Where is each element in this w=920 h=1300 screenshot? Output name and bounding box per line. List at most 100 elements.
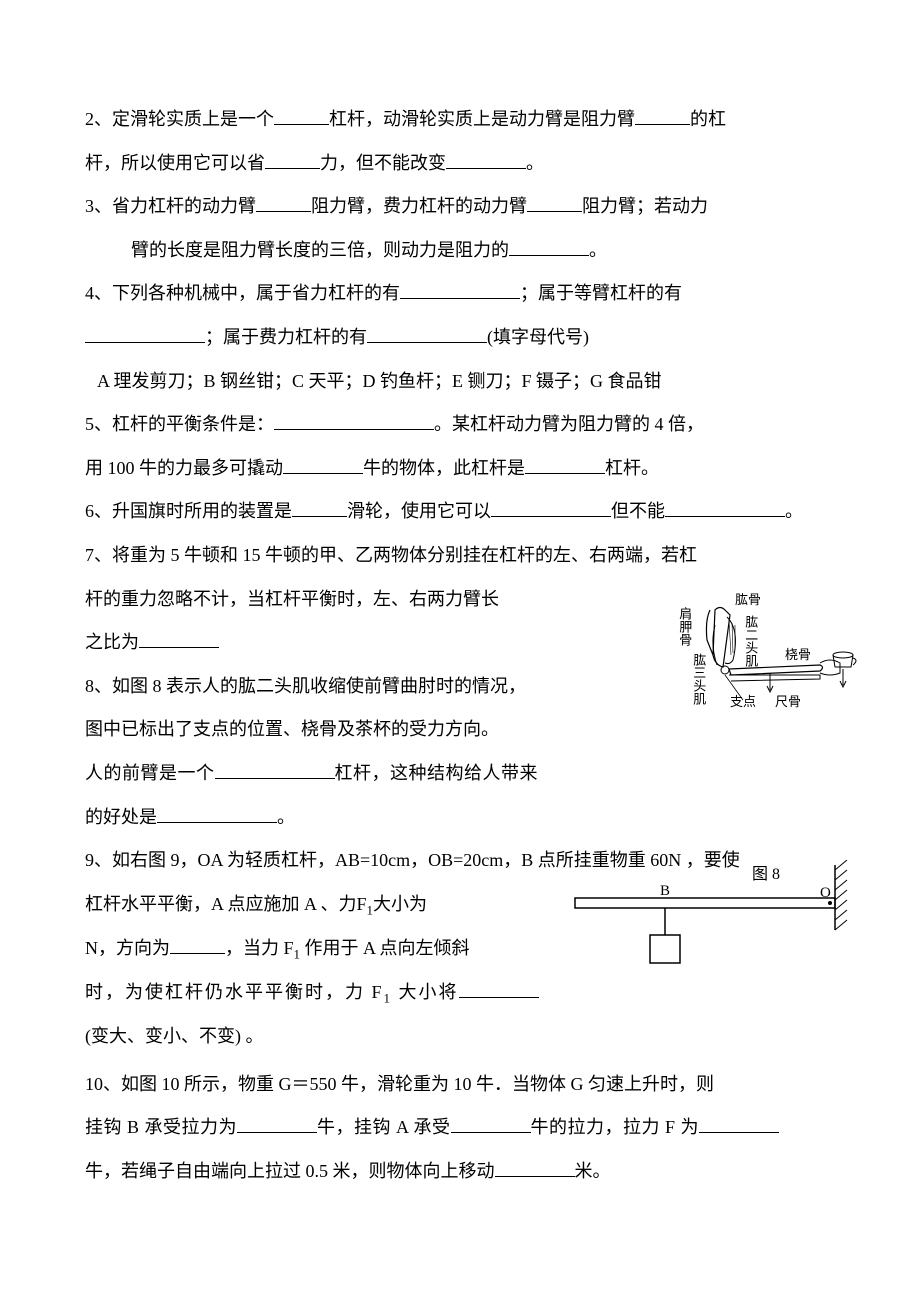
q3-text: 。 — [589, 240, 607, 260]
blank — [400, 281, 520, 299]
blank — [283, 456, 363, 474]
q6-text: 但不能 — [611, 501, 665, 521]
q6-text: 6、升国旗时所用的装置是 — [85, 501, 292, 521]
q5-text: 。某杠杆动力臂为阻力臂的 4 倍， — [434, 414, 704, 434]
q2-text: 杠杆，动滑轮实质上是动力臂是阻力臂 — [329, 109, 635, 129]
blank — [256, 194, 311, 212]
label-gong3: 肱三头肌 — [691, 653, 705, 705]
question-3-line2: 臂的长度是阻力臂长度的三倍，则动力是阻力的 。 — [85, 231, 840, 271]
label-gong2: 肱二头肌 — [743, 615, 757, 667]
q8-text: 图中已标出了支点的位置、桡骨及茶杯的受力方向。 — [85, 719, 499, 739]
blank — [157, 805, 277, 823]
question-2-line2: 杆，所以使用它可以省 力，但不能改变 。 — [85, 144, 840, 184]
q10-text: 牛，若绳子自由端向上拉过 0.5 米，则物体向上移动 — [85, 1161, 495, 1181]
blank — [446, 151, 526, 169]
question-4-line2: ；属于费力杠杆的有 (填字母代号) — [85, 318, 840, 358]
subscript-1: 1 — [384, 991, 393, 1006]
q2-text: 杆，所以使用它可以省 — [85, 153, 265, 173]
q4-text: 4、下列各种机械中，属于省力杠杆的有 — [85, 283, 400, 303]
blank — [699, 1115, 779, 1133]
q9-text: (变大、变小、不变) 。 — [85, 1026, 264, 1046]
q3-text: 阻力臂；若动力 — [582, 196, 708, 216]
q4-text: ；属于费力杠杆的有 — [205, 327, 367, 347]
q8-text: 。 — [277, 807, 295, 827]
label-rao: 桡骨 — [785, 648, 811, 662]
label-o: O — [820, 877, 831, 910]
document-content: 2、定滑轮实质上是一个 杠杆，动滑轮实质上是动力臂是阻力臂 的杠 杆，所以使用它可以… — [85, 100, 840, 1192]
q10-text: 牛，挂钩 A 承受 — [317, 1117, 451, 1137]
q9-text: A — [304, 894, 316, 914]
q8-text: 人的前臂是一个 — [85, 763, 215, 783]
question-8-line3: 人的前臂是一个 杠杆，这种结构给人带来 — [85, 754, 840, 794]
blank — [170, 936, 225, 954]
q9-text: 大小将 — [392, 982, 459, 1002]
q10-text: 10、如图 10 所示，物重 G＝550 牛，滑轮重为 10 牛．当物体 G 匀… — [85, 1074, 714, 1094]
q6-text: 。 — [785, 501, 803, 521]
label-gonggu: 肱骨 — [735, 593, 761, 607]
question-3: 3、省力杠杆的动力臂 阻力臂，费力杠杆的动力臂 阻力臂；若动力 — [85, 187, 840, 227]
blank — [292, 499, 347, 517]
q2-text: 力，但不能改变 — [320, 153, 446, 173]
q9-text: 大小为 — [373, 894, 427, 914]
blank — [525, 456, 605, 474]
q4-options: A 理发剪刀；B 钢丝钳；C 天平；D 钓鱼杆；E 铡刀；F 镊子；G 食品钳 — [97, 371, 662, 391]
q7-text: 杆的重力忽略不计，当杠杆平衡时，左、右两力臂长 — [85, 589, 499, 609]
blank — [367, 325, 487, 343]
blank — [635, 107, 690, 125]
blank — [459, 980, 539, 998]
q2-text: 。 — [526, 153, 544, 173]
blank — [509, 238, 589, 256]
label-b: B — [660, 875, 670, 908]
blank — [237, 1115, 317, 1133]
q9-text: N，方向为 — [85, 938, 170, 958]
question-2: 2、定滑轮实质上是一个 杠杆，动滑轮实质上是动力臂是阻力臂 的杠 — [85, 100, 840, 140]
q6-text: 滑轮，使用它可以 — [347, 501, 491, 521]
q4-text: (填字母代号) — [487, 327, 589, 347]
q9-text: 、 — [321, 894, 339, 914]
q9-text: 力F — [339, 894, 367, 914]
q10-text: 米。 — [575, 1161, 611, 1181]
blank — [265, 151, 320, 169]
q10-text: 牛的拉力，拉力 F 为 — [531, 1117, 700, 1137]
figure-9-lever-diagram: B O — [565, 860, 865, 980]
q4-text: ；属于等臂杠杆的有 — [520, 283, 682, 303]
blank — [527, 194, 582, 212]
blank — [274, 107, 329, 125]
blank — [139, 630, 219, 648]
question-7: 7、将重为 5 牛顿和 15 牛顿的甲、乙两物体分别挂在杠杆的左、右两端，若杠 — [85, 536, 840, 576]
q9-text: 时，为使杠杆仍水平平衡时，力 F — [85, 982, 384, 1002]
question-10-line3: 牛，若绳子自由端向上拉过 0.5 米，则物体向上移动 米。 — [85, 1152, 840, 1192]
question-4: 4、下列各种机械中，属于省力杠杆的有 ；属于等臂杠杆的有 — [85, 274, 840, 314]
blank — [85, 325, 205, 343]
blank — [451, 1115, 531, 1133]
label-chi: 尺骨 — [775, 695, 801, 709]
q7-text: 之比为 — [85, 632, 139, 652]
q5-text: 用 100 牛的力最多可撬动 — [85, 458, 283, 478]
q2-text: 的杠 — [690, 109, 726, 129]
q8-text: 的好处是 — [85, 807, 157, 827]
q2-text: 2、定滑轮实质上是一个 — [85, 109, 274, 129]
q3-text: 3、省力杠杆的动力臂 — [85, 196, 256, 216]
question-9-line5: (变大、变小、不变) 。 — [85, 1017, 840, 1057]
q5-text: 牛的物体，此杠杆是 — [363, 458, 525, 478]
q8-text: 8、如图 8 表示人的肱二头肌收缩使前臂曲肘时的情况， — [85, 676, 526, 696]
q5-text: 杠杆。 — [605, 458, 659, 478]
q3-text: 阻力臂，费力杠杆的动力臂 — [311, 196, 527, 216]
q10-text: 挂钩 B 承受拉力为 — [85, 1117, 237, 1137]
question-5: 5、杠杆的平衡条件是：。某杠杆动力臂为阻力臂的 4 倍， — [85, 405, 840, 445]
question-10-line2: 挂钩 B 承受拉力为 牛，挂钩 A 承受 牛的拉力，拉力 F 为 — [85, 1108, 840, 1148]
blank — [495, 1159, 575, 1177]
figure-8-arm-diagram: 肱骨 肩胛骨 肱二头肌 肱三头肌 桡骨 支点 尺骨 — [675, 595, 860, 745]
label-zhidian: 支点 — [730, 695, 756, 709]
question-4-options: A 理发剪刀；B 钢丝钳；C 天平；D 钓鱼杆；E 铡刀；F 镊子；G 食品钳 — [85, 362, 840, 402]
q9-text: ，当力 F — [225, 938, 294, 958]
q9-text: 杠杆水平平衡，A 点应施加 — [85, 894, 300, 914]
q8-text: 杠杆，这种结构给人带来 — [335, 763, 539, 783]
blank — [215, 761, 335, 779]
blank — [665, 499, 785, 517]
blank — [491, 499, 611, 517]
q7-text: 7、将重为 5 牛顿和 15 牛顿的甲、乙两物体分别挂在杠杆的左、右两端，若杠 — [85, 545, 697, 565]
q3-text: 臂的长度是阻力臂长度的三倍，则动力是阻力的 — [131, 240, 509, 260]
question-6: 6、升国旗时所用的装置是 滑轮，使用它可以 但不能 。 — [85, 492, 840, 532]
blank — [274, 412, 434, 430]
